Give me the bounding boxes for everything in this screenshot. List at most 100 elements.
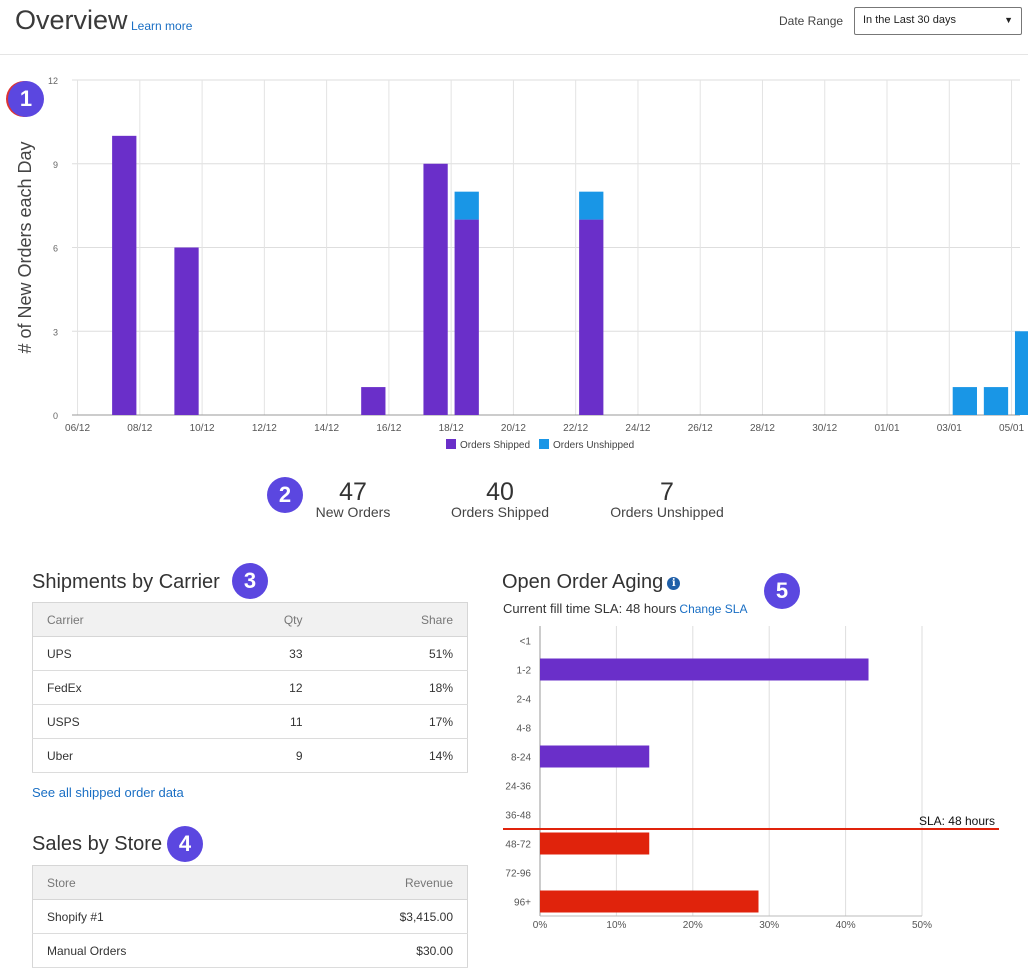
step-badge-1: 1: [8, 81, 44, 117]
stat-value: 47: [339, 478, 367, 506]
aging-bar: [540, 890, 759, 913]
aging-bar: [540, 832, 650, 855]
open-order-aging-chart: 0% 10% 20% 30% 40% 50% <1 1-2 2-4 4-8 8-24 24-36 36-…: [503, 626, 999, 931]
carrier-qty: 33: [212, 636, 303, 671]
stat-label: Orders Unshipped: [610, 504, 724, 520]
x-tick-label: 28/12: [750, 423, 775, 434]
y-tick-label: <1: [520, 637, 532, 648]
store-revenue: $30.00: [284, 933, 468, 968]
sla-text: Current fill time SLA: 48 hours: [503, 601, 677, 616]
table-row: USPS 11 17%: [32, 704, 468, 739]
page-header: Overview Learn more Date Range In the La…: [0, 0, 1028, 55]
x-tick-label: 03/01: [937, 423, 962, 434]
date-range-value: In the Last 30 days: [863, 14, 956, 26]
legend-swatch: [446, 439, 456, 449]
legend-label: Orders Shipped: [460, 440, 530, 451]
bar-unshipped: [579, 191, 604, 220]
aging-bar: [540, 658, 869, 681]
page-title: Overview: [15, 5, 128, 35]
aging-title-text: Open Order Aging: [502, 571, 664, 593]
stat-label: Orders Shipped: [450, 504, 550, 520]
legend-swatch: [539, 439, 549, 449]
change-sla-link[interactable]: Change SLA: [679, 602, 748, 616]
x-tick-label: 08/12: [127, 423, 152, 434]
store-name: Manual Orders: [32, 933, 285, 968]
date-range-select[interactable]: In the Last 30 days ▼: [854, 7, 1022, 35]
x-tick-label: 01/01: [874, 423, 899, 434]
caret-down-icon: ▼: [1004, 15, 1013, 25]
column-header: Carrier: [32, 602, 213, 637]
daily-orders-chart: 0 3 6 9 12 06/12 08/12 10/12 12/12 14/12 16/12 18/1…: [15, 76, 1028, 451]
sla-description: Current fill time SLA: 48 hours Change SL…: [503, 601, 747, 616]
store-name: Shopify #1: [32, 899, 285, 934]
step-badge-5: 5: [764, 573, 800, 609]
carrier-share: 14%: [302, 738, 468, 773]
learn-more-link[interactable]: Learn more: [131, 19, 193, 33]
column-header: Store: [32, 865, 285, 900]
bar-unshipped: [952, 387, 977, 415]
y-tick-label: 96+: [514, 898, 531, 909]
x-tick-label: 05/01: [999, 423, 1024, 434]
x-tick-label: 20/12: [501, 423, 526, 434]
y-tick-label: 24-36: [505, 782, 531, 793]
x-tick-label: 26/12: [688, 423, 713, 434]
step-badge-4: 4: [167, 826, 203, 862]
y-tick-label: 36-48: [505, 811, 531, 822]
x-tick-label: 30/12: [812, 423, 837, 434]
sla-line-label: SLA: 48 hours: [919, 814, 995, 828]
x-tick-label: 22/12: [563, 423, 588, 434]
y-tick-label: 2-4: [517, 695, 532, 706]
legend-label: Orders Unshipped: [553, 440, 634, 451]
carriers-table: Carrier Qty Share UPS 33 51% FedEx 12 18…: [32, 602, 468, 773]
stat-orders-shipped: 40 Orders Shipped: [445, 480, 555, 521]
y-tick-label: 72-96: [505, 869, 531, 880]
carrier-share: 17%: [302, 704, 468, 739]
carrier-name: USPS: [32, 704, 213, 739]
y-tick-label: 8-24: [511, 753, 531, 764]
aging-title: Open Order Aging i: [502, 571, 681, 594]
table-row: FedEx 12 18%: [32, 670, 468, 705]
stat-orders-unshipped: 7 Orders Unshipped: [603, 478, 731, 521]
bar-shipped: [454, 219, 479, 415]
carriers-title: Shipments by Carrier: [32, 571, 220, 593]
table-row: Shopify #1 $3,415.00: [32, 899, 468, 934]
carrier-qty: 11: [212, 704, 303, 739]
step-badge-2: 2: [267, 477, 303, 513]
stat-label: New Orders: [315, 504, 391, 520]
x-tick-label: 24/12: [625, 423, 650, 434]
info-icon[interactable]: i: [667, 577, 681, 590]
bar-unshipped: [454, 191, 479, 220]
bar-shipped: [579, 219, 604, 415]
stat-new-orders: 47 New Orders: [304, 478, 402, 521]
see-all-shipped-link[interactable]: See all shipped order data: [32, 785, 184, 800]
stat-value: 7: [660, 478, 674, 506]
column-header: Revenue: [284, 865, 468, 900]
x-tick-label: 12/12: [252, 423, 277, 434]
column-header: Qty: [212, 602, 303, 637]
column-header: Share: [302, 602, 468, 637]
carrier-qty: 9: [212, 738, 303, 773]
bar-shipped: [423, 163, 448, 415]
y-tick-label: 48-72: [505, 840, 531, 851]
y-tick-label: 0: [53, 411, 58, 421]
x-tick-label: 0%: [533, 920, 548, 931]
carrier-name: FedEx: [32, 670, 213, 705]
table-row: UPS 33 51%: [32, 636, 468, 671]
y-tick-label: 12: [48, 76, 58, 86]
x-tick-label: 50%: [912, 920, 932, 931]
stores-title: Sales by Store: [32, 833, 163, 855]
bar-unshipped: [983, 387, 1009, 415]
store-revenue: $3,415.00: [284, 899, 468, 934]
date-range-label: Date Range: [779, 14, 844, 28]
y-tick-label: 3: [53, 327, 58, 337]
y-tick-label: 9: [53, 160, 58, 170]
bar-shipped: [174, 247, 199, 415]
carrier-share: 51%: [302, 636, 468, 671]
table-header-row: Store Revenue: [32, 865, 468, 900]
carrier-name: UPS: [32, 636, 213, 671]
y-tick-label: 1-2: [517, 666, 532, 677]
y-axis-label: # of New Orders each Day: [15, 141, 35, 353]
x-tick-label: 16/12: [376, 423, 401, 434]
x-tick-label: 30%: [759, 920, 779, 931]
table-row: Manual Orders $30.00: [32, 933, 468, 968]
